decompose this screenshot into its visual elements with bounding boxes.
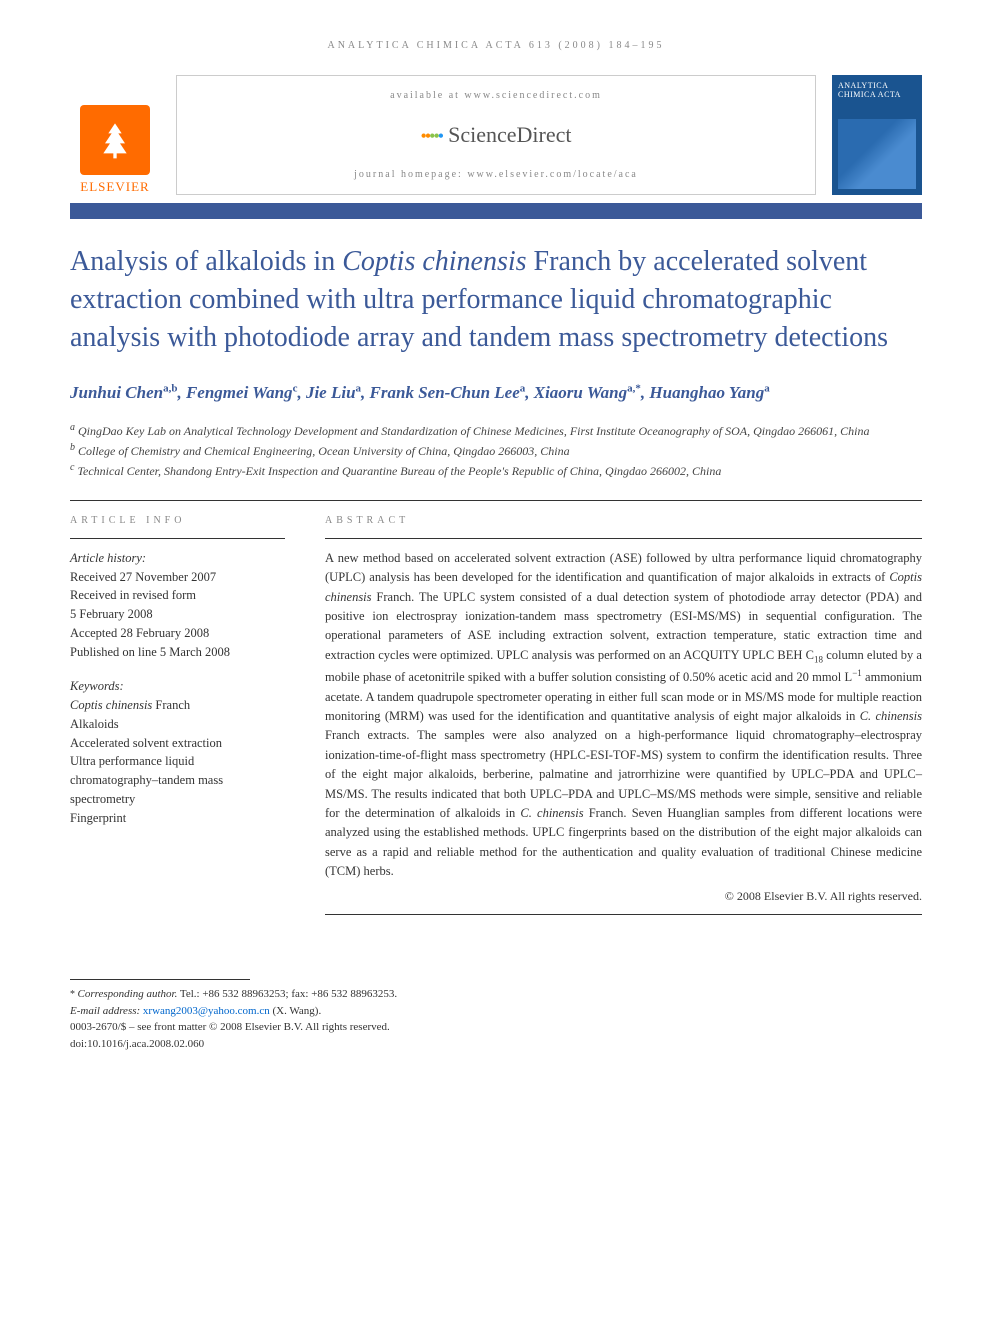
email-line: E-mail address: xrwang2003@yahoo.com.cn … bbox=[70, 1003, 922, 1020]
affiliations: a QingDao Key Lab on Analytical Technolo… bbox=[70, 420, 922, 480]
email-link[interactable]: xrwang2003@yahoo.com.cn bbox=[143, 1005, 270, 1017]
publisher-name: ELSEVIER bbox=[80, 179, 149, 195]
info-rule bbox=[70, 538, 285, 539]
journal-cover-image bbox=[838, 119, 916, 189]
sd-brand-text: ScienceDirect bbox=[448, 122, 571, 147]
tree-icon bbox=[95, 120, 135, 160]
blue-divider bbox=[70, 203, 922, 219]
abstract-label: ABSTRACT bbox=[325, 515, 922, 526]
title-pre: Analysis of alkaloids in bbox=[70, 246, 342, 277]
article-title: Analysis of alkaloids in Coptis chinensi… bbox=[70, 243, 922, 356]
affiliation-line: b College of Chemistry and Chemical Engi… bbox=[70, 440, 922, 460]
abstract-copyright: © 2008 Elsevier B.V. All rights reserved… bbox=[325, 889, 922, 904]
article-history-label: Article history: bbox=[70, 549, 285, 568]
footnotes: * Corresponding author. Tel.: +86 532 88… bbox=[70, 986, 922, 1052]
affiliation-line: c Technical Center, Shandong Entry-Exit … bbox=[70, 460, 922, 480]
abstract-bottom-rule bbox=[325, 914, 922, 915]
corr-author-detail: Tel.: +86 532 88963253; fax: +86 532 889… bbox=[180, 988, 397, 1000]
keyword-line: Ultra performance liquid chromatography–… bbox=[70, 752, 285, 808]
keyword-line: Alkaloids bbox=[70, 715, 285, 734]
asterisk-icon: * bbox=[70, 989, 78, 1000]
affiliation-line: a QingDao Key Lab on Analytical Technolo… bbox=[70, 420, 922, 440]
history-line: Received in revised form bbox=[70, 586, 285, 605]
publisher-logo: ELSEVIER bbox=[70, 75, 160, 195]
keyword-line: Fingerprint bbox=[70, 809, 285, 828]
doi-line: doi:10.1016/j.aca.2008.02.060 bbox=[70, 1036, 922, 1053]
running-head: ANALYTICA CHIMICA ACTA 613 (2008) 184–19… bbox=[70, 40, 922, 51]
abstract-column: ABSTRACT A new method based on accelerat… bbox=[325, 515, 922, 930]
keyword-lines: Coptis chinensis FranchAlkaloidsAccelera… bbox=[70, 696, 285, 827]
journal-homepage-line: journal homepage: www.elsevier.com/locat… bbox=[197, 169, 795, 180]
abstract-body: A new method based on accelerated solven… bbox=[325, 549, 922, 882]
footnote-rule bbox=[70, 979, 250, 980]
article-history-block: Article history: Received 27 November 20… bbox=[70, 549, 285, 828]
journal-cover-thumb: ANALYTICA CHIMICA ACTA bbox=[832, 75, 922, 195]
header-center-panel: available at www.sciencedirect.com •••••… bbox=[176, 75, 816, 195]
keywords-label: Keywords: bbox=[70, 677, 285, 696]
abstract-rule bbox=[325, 538, 922, 539]
email-label: E-mail address: bbox=[70, 1005, 143, 1017]
history-line: Accepted 28 February 2008 bbox=[70, 624, 285, 643]
sd-dots-icon: ••••• bbox=[421, 126, 443, 147]
info-abstract-row: ARTICLE INFO Article history: Received 2… bbox=[70, 515, 922, 930]
journal-cover-title: ANALYTICA CHIMICA ACTA bbox=[838, 81, 916, 99]
keyword-line: Accelerated solvent extraction bbox=[70, 734, 285, 753]
email-who: (X. Wang). bbox=[273, 1005, 322, 1017]
article-history-lines: Received 27 November 2007Received in rev… bbox=[70, 568, 285, 662]
header-bar: ELSEVIER available at www.sciencedirect.… bbox=[70, 75, 922, 195]
availability-line: available at www.sciencedirect.com bbox=[197, 90, 795, 101]
corr-author-label: Corresponding author. bbox=[78, 988, 178, 1000]
title-species: Coptis chinensis bbox=[342, 246, 526, 277]
author-list: Junhui Chena,b, Fengmei Wangc, Jie Liua,… bbox=[70, 380, 922, 406]
sciencedirect-logo: ••••• ScienceDirect bbox=[197, 122, 795, 148]
history-line: Published on line 5 March 2008 bbox=[70, 643, 285, 662]
corresponding-author-line: * Corresponding author. Tel.: +86 532 88… bbox=[70, 986, 922, 1003]
article-info-label: ARTICLE INFO bbox=[70, 515, 285, 526]
keyword-line: Coptis chinensis Franch bbox=[70, 696, 285, 715]
issn-line: 0003-2670/$ – see front matter © 2008 El… bbox=[70, 1019, 922, 1036]
history-line: 5 February 2008 bbox=[70, 605, 285, 624]
history-line: Received 27 November 2007 bbox=[70, 568, 285, 587]
rule-above-body bbox=[70, 500, 922, 501]
elsevier-tree-icon bbox=[80, 105, 150, 175]
article-info-column: ARTICLE INFO Article history: Received 2… bbox=[70, 515, 285, 828]
